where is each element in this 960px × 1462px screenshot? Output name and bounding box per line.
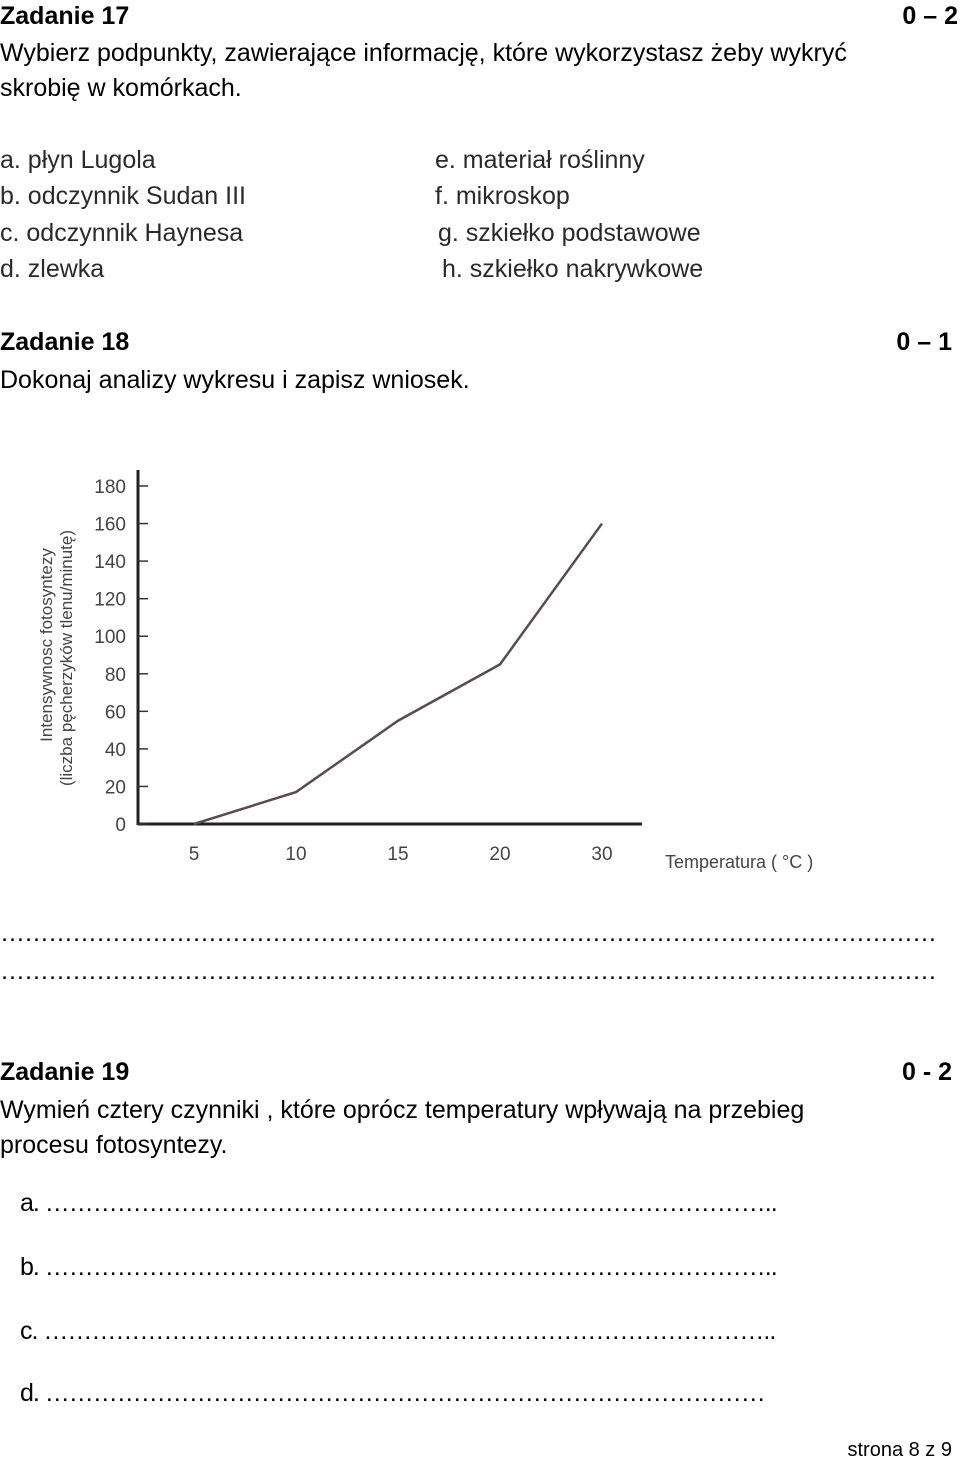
- y-tick-label: 160: [94, 515, 126, 536]
- task19-answer-c[interactable]: c. ………………………………………………………………………………..: [20, 1317, 776, 1345]
- task17-title: Zadanie 17: [0, 2, 130, 30]
- y-tick-label: 180: [94, 477, 126, 498]
- x-axis-label: Temperatura ( °C ): [665, 852, 813, 872]
- page-number: strona 8 z 9: [847, 1439, 952, 1461]
- series-line: [193, 522, 604, 826]
- option-e: e. materiał roślinny: [435, 146, 645, 174]
- task17-score: 0 – 2: [902, 2, 958, 30]
- x-tick-label: 30: [591, 844, 612, 865]
- y-tick-label: 60: [105, 702, 126, 723]
- x-tick-label: 20: [489, 844, 510, 865]
- x-tick-label: 5: [189, 844, 200, 865]
- task19-answer-d[interactable]: d. ………………………………………………………………………………: [20, 1379, 766, 1407]
- y-tick-label: 40: [105, 740, 126, 761]
- x-tick-label: 10: [285, 844, 306, 865]
- y-tick-label: 120: [94, 590, 126, 611]
- task17-question-line2: skrobię w komórkach.: [0, 74, 242, 102]
- task17-question-line1: Wybierz podpunkty, zawierające informacj…: [0, 39, 847, 67]
- y-tick-label: 80: [105, 665, 126, 686]
- y-tick-label: 100: [94, 627, 126, 648]
- option-h: h. szkiełko nakrywkowe: [442, 255, 704, 283]
- y-tick-label: 0: [115, 815, 126, 836]
- task18-title: Zadanie 18: [0, 328, 130, 356]
- y-axis-label-line2: (liczba pęcherzyków tlenu/minutę): [57, 530, 76, 786]
- y-axis-label: Intensywnosc fotosyntezy (liczba pęcherz…: [37, 530, 76, 786]
- option-a: a. płyn Lugola: [0, 146, 156, 174]
- task19-answer-b[interactable]: b. ………………………………………………………………………………..: [20, 1253, 778, 1281]
- option-b: b. odczynnik Sudan III: [0, 182, 246, 210]
- option-f: f. mikroskop: [435, 182, 570, 210]
- task18-answer-line1[interactable]: ………………………………………………………………………………………………………: [0, 919, 937, 947]
- x-tick-label: 15: [387, 844, 408, 865]
- task19-answer-a[interactable]: a. ………………………………………………………………………………..: [20, 1189, 778, 1217]
- option-c: c. odczynnik Haynesa: [0, 219, 244, 247]
- y-tick-label: 20: [105, 777, 126, 798]
- y-tick-label: 140: [94, 552, 126, 573]
- option-g: g. szkiełko podstawowe: [438, 219, 701, 247]
- y-axis-label-line1: Intensywnosc fotosyntezy: [37, 548, 56, 742]
- task19-question-line2: procesu fotosyntezy.: [0, 1131, 228, 1159]
- option-d: d. zlewka: [0, 255, 105, 283]
- task18-score: 0 – 1: [896, 328, 952, 356]
- task19-question-line1: Wymień cztery czynniki , które oprócz te…: [0, 1096, 805, 1124]
- task19-score: 0 - 2: [901, 1058, 952, 1086]
- task19-title: Zadanie 19: [0, 1058, 130, 1086]
- task18-question: Dokonaj analizy wykresu i zapisz wniosek…: [0, 366, 470, 394]
- task18-answer-line2[interactable]: ………………………………………………………………………………………………………: [0, 957, 937, 985]
- photosynthesis-chart: Intensywnosc fotosyntezy (liczba pęcherz…: [37, 470, 813, 872]
